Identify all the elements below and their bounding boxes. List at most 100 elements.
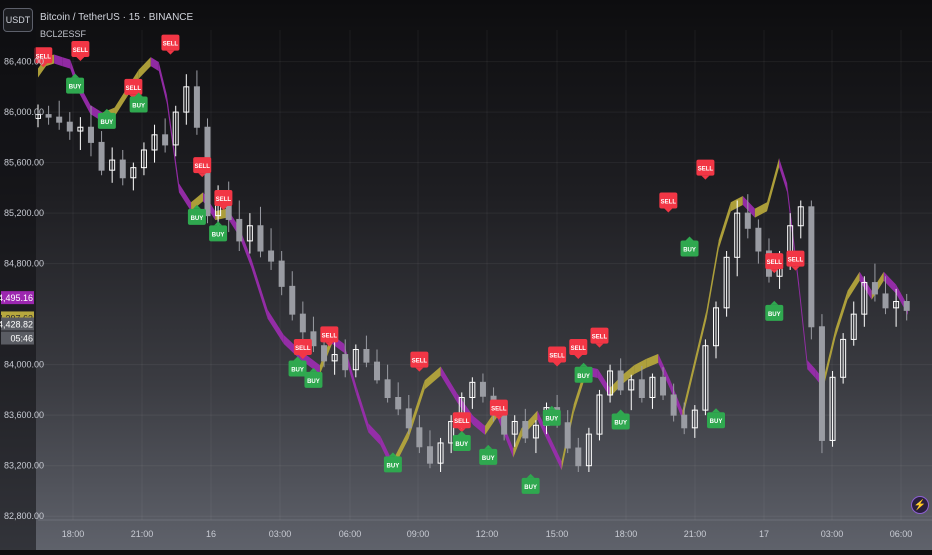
sell-signal-marker[interactable]: SELL [696,159,715,180]
sell-signal-marker[interactable]: SELL [489,399,508,420]
candle-body[interactable] [522,420,529,439]
buy-signal-marker[interactable]: BUY [66,73,85,94]
buy-signal-marker[interactable]: BUY [574,362,593,383]
candle-body[interactable] [649,376,656,399]
buy-signal-marker[interactable]: BUY [452,430,471,451]
candle-body[interactable] [797,206,804,227]
sell-signal-marker[interactable]: SELL [786,250,805,271]
candle-body[interactable] [479,381,486,397]
candle-body[interactable] [617,370,624,391]
candle-body[interactable] [268,250,275,262]
price-label[interactable]: 84,495.16 [0,291,34,305]
candle-body[interactable] [734,212,741,258]
candle-body[interactable] [66,121,73,132]
candle-body[interactable] [236,218,243,242]
candle-body[interactable] [702,345,709,411]
sell-signal-marker[interactable]: SELL [293,338,312,359]
sell-signal-marker[interactable]: SELL [193,157,212,178]
buy-signal-marker[interactable]: BUY [97,108,116,129]
candle-body[interactable] [416,427,423,448]
candle-body[interactable] [87,126,94,143]
candle-body[interactable] [469,381,476,399]
buy-signal-marker[interactable]: BUY [611,409,630,430]
candle-body[interactable] [744,212,751,229]
candle-body[interactable] [585,433,592,467]
buy-signal-marker[interactable]: BUY [304,367,323,388]
candle-body[interactable] [363,349,370,363]
candle-body[interactable] [384,379,391,398]
sell-signal-marker[interactable]: SELL [161,34,180,55]
sell-signal-marker[interactable]: SELL [320,326,339,347]
candle-body[interactable] [532,424,539,439]
sell-signal-marker[interactable]: SELL [34,47,53,68]
candle-body[interactable] [871,282,878,295]
sell-signal-marker[interactable]: SELL [71,40,90,61]
candle-body[interactable] [426,446,433,464]
candle-body[interactable] [628,379,635,391]
candle-body[interactable] [299,313,306,333]
buy-signal-marker[interactable]: BUY [765,300,784,321]
candle-body[interactable] [882,293,889,309]
candle-body[interactable] [861,282,868,315]
sell-signal-marker[interactable]: SELL [590,327,609,348]
buy-signal-marker[interactable]: BUY [479,444,498,465]
candle-body[interactable] [246,225,253,242]
candle-body[interactable] [681,414,688,429]
candle-body[interactable] [501,414,508,435]
candle-body[interactable] [140,149,147,169]
candle-body[interactable] [596,394,603,435]
candle-body[interactable] [850,313,857,340]
candle-body[interactable] [257,225,264,252]
candle-body[interactable] [405,408,412,429]
candle-body[interactable] [310,331,317,347]
candle-body[interactable] [278,260,285,287]
candle-body[interactable] [172,111,179,146]
buy-signal-marker[interactable]: BUY [209,221,228,242]
candle-body[interactable] [575,447,582,467]
sell-signal-marker[interactable]: SELL [214,189,233,210]
candle-body[interactable] [331,354,338,362]
sell-signal-marker[interactable]: SELL [452,412,471,433]
candle-body[interactable] [193,86,200,128]
candle-body[interactable] [638,379,645,398]
candle-body[interactable] [45,114,52,118]
candle-body[interactable] [352,349,359,371]
candle-body[interactable] [98,141,105,171]
candle-body[interactable] [321,345,328,362]
candle-body[interactable] [448,420,455,444]
candle-body[interactable] [723,256,730,309]
candle-body[interactable] [56,116,63,123]
tradingview-logo-icon[interactable]: ⚡ [911,496,929,514]
candle-body[interactable] [77,126,84,132]
candle-body[interactable] [755,227,762,252]
candle-body[interactable] [342,354,349,371]
candle-body[interactable] [564,422,571,449]
candle-body[interactable] [151,134,158,151]
y-axis-background[interactable] [0,0,36,550]
candle-body[interactable] [903,301,910,311]
candle-body[interactable] [808,206,815,328]
buy-signal-marker[interactable]: BUY [521,473,540,494]
symbol-badge[interactable]: USDT [3,8,33,32]
buy-signal-marker[interactable]: BUY [288,356,307,377]
sell-signal-marker[interactable]: SELL [659,192,678,213]
candle-body[interactable] [437,442,444,464]
candle-body[interactable] [670,394,677,416]
candle-body[interactable] [130,167,137,179]
sell-signal-marker[interactable]: SELL [569,338,588,359]
candle-body[interactable] [829,376,836,441]
buy-signal-marker[interactable]: BUY [129,92,148,113]
buy-signal-marker[interactable]: BUY [383,452,402,473]
indicator-name[interactable]: BCL2ESSF [40,29,87,39]
buy-signal-marker[interactable]: BUY [542,405,561,426]
candle-body[interactable] [660,376,667,396]
candle-body[interactable] [374,361,381,381]
candle-body[interactable] [183,86,190,113]
price-label[interactable]: 05:46 [1,331,34,345]
candle-body[interactable] [691,409,698,429]
candle-body[interactable] [607,370,614,396]
candle-body[interactable] [713,307,720,347]
sell-signal-marker[interactable]: SELL [765,253,784,274]
